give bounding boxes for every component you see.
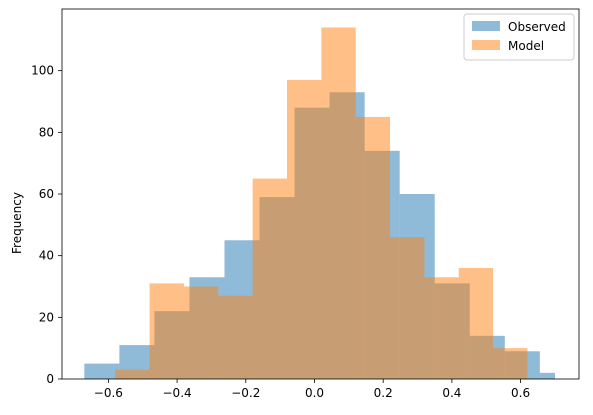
y-axis-label: Frequency bbox=[10, 192, 24, 254]
x-tick-label: −0.4 bbox=[163, 386, 192, 400]
bar-model-0 bbox=[115, 369, 150, 379]
y-tick-label: 80 bbox=[39, 125, 54, 139]
y-tick-label: 60 bbox=[39, 187, 54, 201]
x-tick-label: 0.2 bbox=[374, 386, 393, 400]
bar-model-4 bbox=[252, 178, 287, 379]
legend-swatch-model bbox=[472, 40, 500, 50]
bar-model-5 bbox=[287, 79, 322, 380]
bar-observed-0 bbox=[84, 363, 120, 379]
bars-layer bbox=[84, 27, 555, 380]
y-tick-label: 0 bbox=[46, 372, 54, 386]
y-tick-label: 40 bbox=[39, 249, 54, 263]
bar-model-11 bbox=[493, 348, 528, 379]
y-tick-label: 100 bbox=[31, 64, 54, 78]
bar-observed-13 bbox=[539, 372, 555, 379]
x-tick-label: −0.2 bbox=[231, 386, 260, 400]
bar-model-1 bbox=[149, 283, 184, 379]
legend-label-observed: Observed bbox=[508, 20, 566, 34]
legend-swatch-observed bbox=[472, 21, 500, 31]
x-tick-label: 0.6 bbox=[511, 386, 530, 400]
y-axis: 0 20 40 60 80 100 bbox=[31, 64, 62, 386]
legend-label-model: Model bbox=[508, 39, 544, 53]
x-axis: −0.6 −0.4 −0.2 0.0 0.2 0.4 0.6 bbox=[94, 379, 530, 400]
x-tick-label: −0.6 bbox=[94, 386, 123, 400]
bar-model-7 bbox=[355, 116, 391, 380]
bar-model-3 bbox=[218, 295, 253, 379]
bar-model-2 bbox=[183, 286, 219, 379]
bar-model-9 bbox=[424, 277, 459, 379]
legend: Observed Model bbox=[463, 13, 575, 61]
y-tick-label: 20 bbox=[39, 310, 54, 324]
x-tick-label: 0.4 bbox=[442, 386, 461, 400]
bar-model-8 bbox=[390, 237, 425, 379]
bar-model-6 bbox=[321, 27, 356, 379]
x-tick-label: 0.0 bbox=[305, 386, 324, 400]
bar-model-10 bbox=[458, 268, 494, 379]
